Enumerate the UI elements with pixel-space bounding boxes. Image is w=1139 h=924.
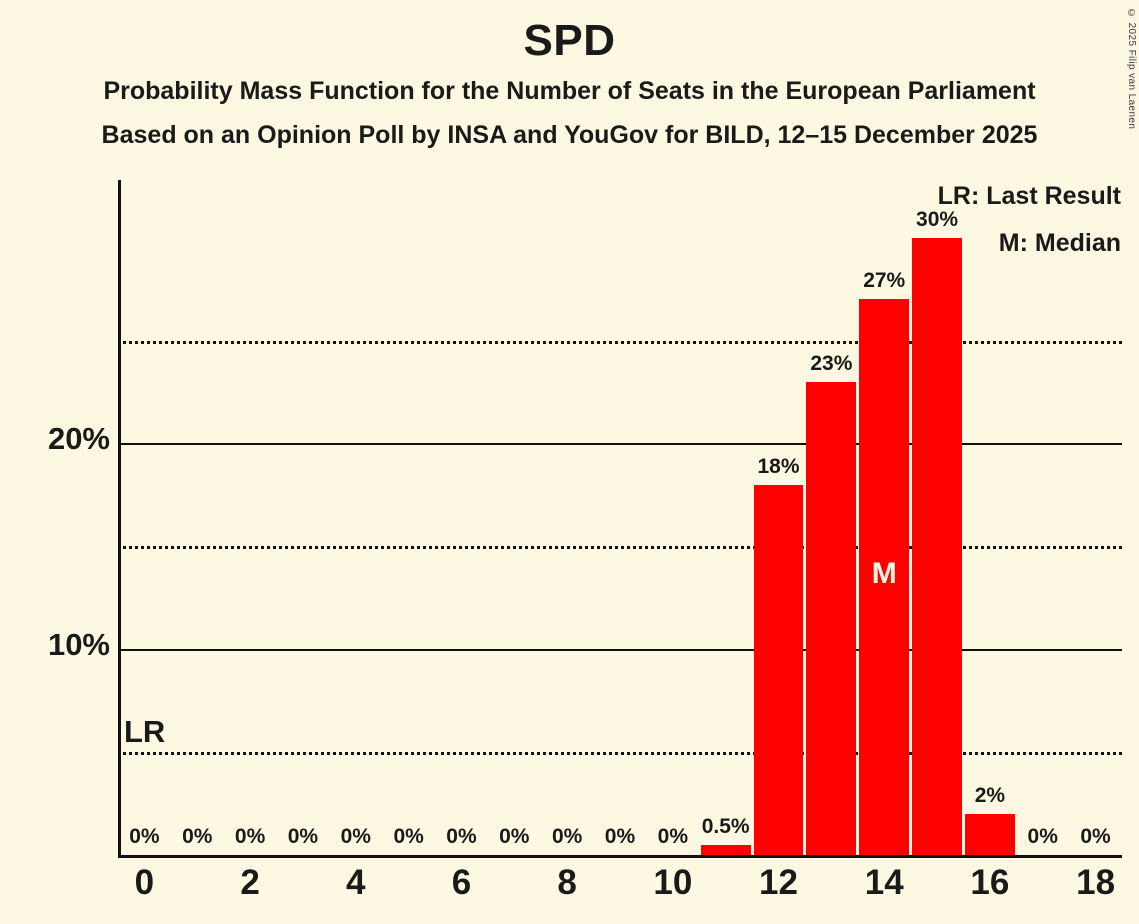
bar-label-seat-10: 0% (657, 825, 688, 848)
bar-seat-14 (859, 299, 910, 855)
legend-last-result: LR: Last Result (937, 182, 1121, 210)
bar-label-seat-12: 18% (757, 454, 800, 478)
bar-seat-13 (806, 381, 857, 855)
bar-seat-16 (964, 813, 1015, 855)
gridline-25 (118, 340, 1122, 344)
chart-title: SPD (523, 16, 616, 65)
x-axis-line (118, 855, 1122, 858)
median-marker: M (871, 557, 897, 591)
gridline-10 (118, 649, 1122, 652)
x-tick-2: 2 (240, 863, 260, 902)
x-tick-4: 4 (346, 863, 366, 902)
bar-label-seat-5: 0% (393, 825, 424, 848)
bar-label-seat-11: 0.5% (701, 814, 750, 838)
y-axis-label-10: 10% (47, 627, 110, 663)
last-result-marker: LR (124, 714, 166, 750)
copyright-notice: © 2025 Filip van Laenen (1126, 8, 1137, 130)
x-tick-14: 14 (864, 863, 904, 902)
title-block: SPD Probability Mass Function for the Nu… (0, 0, 1139, 149)
gridline-20 (118, 443, 1122, 446)
gridline-15 (118, 546, 1122, 550)
plot-area: 10% 20% 0% 0% 0% 0% 0% 0% 0% 0% 0% 0% 0% 0.5% 18% 23% 2… (48, 180, 1122, 858)
gridline-5 (118, 752, 1122, 756)
y-axis-label-20: 20% (47, 421, 110, 457)
x-tick-16: 16 (970, 863, 1010, 902)
y-axis-line (118, 180, 121, 855)
bar-label-seat-14: 27% (863, 269, 906, 293)
bar-label-seat-13: 23% (810, 351, 853, 375)
chart-legend: LR: Last Result M: Median (938, 184, 1121, 256)
bar-label-seat-8: 0% (551, 825, 583, 848)
bar-seat-15 (912, 237, 962, 855)
bar-label-seat-9: 0% (604, 825, 636, 848)
bar-seat-11 (700, 844, 751, 855)
bar-label-seat-18: 0% (1080, 825, 1111, 848)
x-tick-0: 0 (134, 863, 155, 902)
x-tick-8: 8 (557, 863, 577, 902)
x-tick-18: 18 (1076, 863, 1116, 902)
legend-median: M: Median (998, 229, 1121, 257)
bar-seat-12 (753, 484, 804, 855)
chart-source-note: Based on an Opinion Poll by INSA and You… (101, 120, 1038, 149)
bar-label-seat-4: 0% (340, 825, 371, 848)
bar-label-seat-6: 0% (446, 825, 477, 848)
x-tick-6: 6 (451, 863, 472, 902)
bar-label-seat-16: 2% (974, 783, 1006, 807)
chart-subtitle: Probability Mass Function for the Number… (103, 77, 1036, 106)
bar-label-seat-2: 0% (234, 825, 266, 848)
bar-label-seat-7: 0% (499, 825, 530, 848)
bar-label-seat-17: 0% (1027, 825, 1058, 848)
bar-label-seat-15: 30% (916, 207, 959, 231)
x-tick-12: 12 (759, 863, 798, 902)
bar-label-seat-0: 0% (129, 825, 160, 848)
x-tick-10: 10 (653, 863, 693, 902)
bar-label-seat-1: 0% (182, 825, 213, 848)
bar-label-seat-3: 0% (287, 825, 319, 848)
